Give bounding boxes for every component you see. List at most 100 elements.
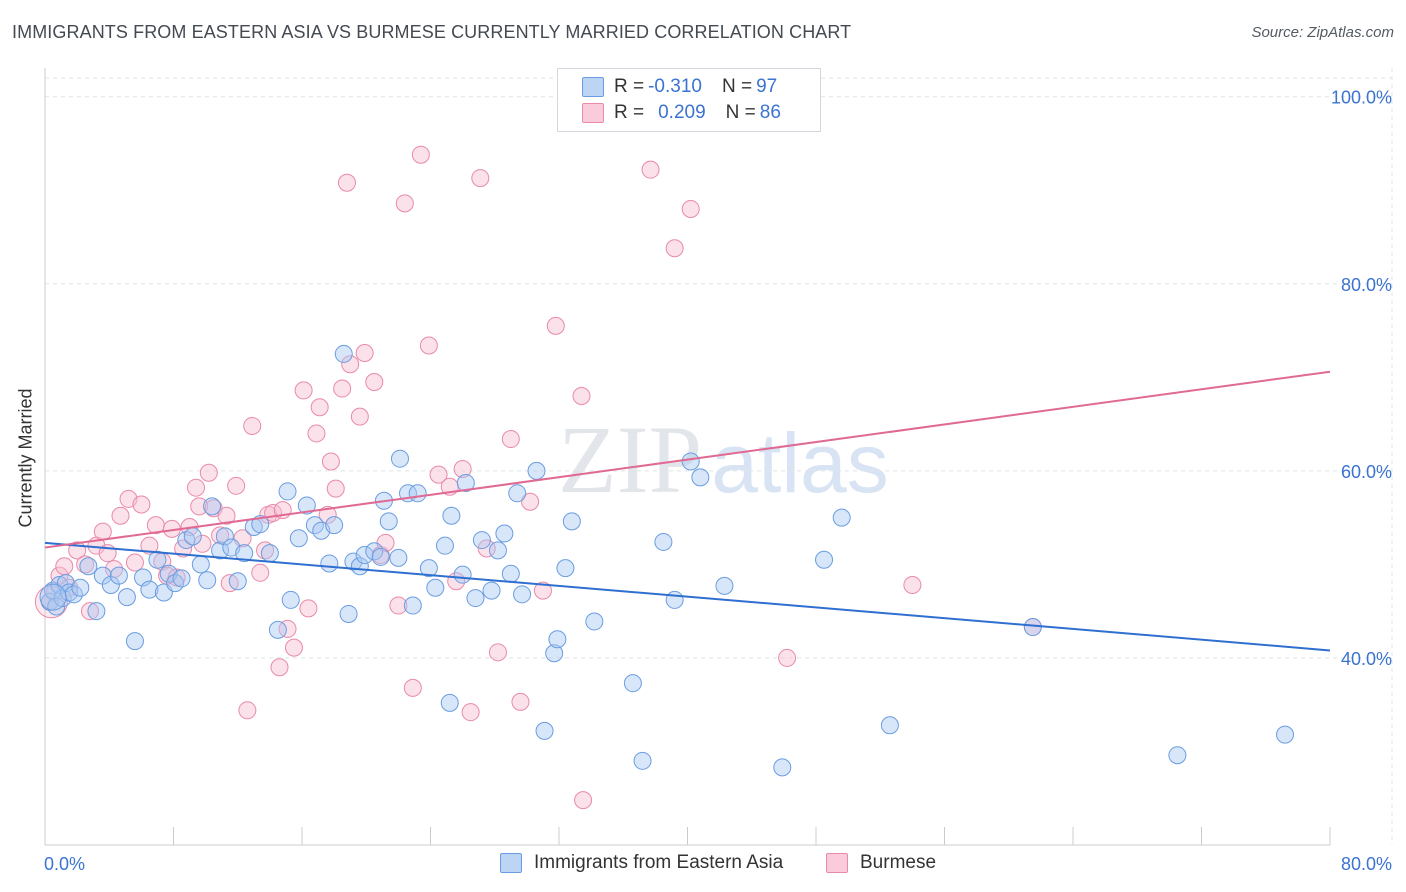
burmese-point [270, 658, 289, 677]
eastern-asia-point [495, 524, 514, 543]
series-legend-item-burmese: Burmese [826, 852, 936, 874]
eastern-asia-point [403, 596, 422, 615]
burmese-point [140, 536, 159, 555]
eastern-asia-point [109, 566, 128, 585]
eastern-asia-point [297, 496, 316, 515]
burmese-point [453, 459, 472, 478]
burmese-point [778, 648, 797, 667]
eastern-asia-point [508, 484, 527, 503]
burmese-point [511, 692, 530, 711]
eastern-asia-point [482, 581, 501, 600]
eastern-asia-point [562, 512, 581, 531]
burmese-point [278, 619, 297, 638]
burmese-point [125, 553, 144, 572]
watermark-zip: ZIP [558, 406, 702, 513]
trend-lines [44, 370, 1331, 652]
burmese-point [199, 463, 218, 482]
legend-row-blue: R = -0.310 N = 97 [582, 75, 777, 99]
eastern-asia-point [281, 590, 300, 609]
series-legend: Immigrants from Eastern Asia Burmese [0, 852, 1406, 876]
eastern-asia-point [268, 620, 287, 639]
eastern-asia-points [39, 344, 1295, 777]
eastern-asia-point [320, 554, 339, 573]
eastern-asia-point [715, 576, 734, 595]
burmese-point [50, 566, 69, 585]
legend-r-value-blue: -0.310 [648, 76, 702, 97]
eastern-asia-point [339, 604, 358, 623]
series-legend-label: Immigrants from Eastern Asia [534, 852, 784, 873]
legend-row-pink: R = 0.209 N = 86 [582, 101, 781, 125]
burmese-point [429, 465, 448, 484]
eastern-asia-point [211, 541, 230, 560]
eastern-asia-point [623, 674, 642, 693]
eastern-asia-point [633, 751, 652, 770]
legend-n-value-pink: 86 [759, 102, 781, 123]
burmese-point [521, 492, 540, 511]
eastern-asia-point [87, 602, 106, 621]
burmese-point [389, 596, 408, 615]
burmese-point [111, 506, 130, 525]
burmese-point [217, 506, 236, 525]
burmese-point [681, 199, 700, 218]
eastern-asia-point [408, 484, 427, 503]
burmese-point [350, 407, 369, 426]
burmese-point [574, 791, 593, 810]
burmese-point [256, 541, 275, 560]
eastern-asia-point [585, 612, 604, 631]
eastern-asia-point [371, 547, 390, 566]
y-tick-label: 80.0% [1341, 275, 1392, 295]
eastern-asia-point [278, 482, 297, 501]
eastern-asia-point [215, 527, 234, 546]
burmese-point [251, 563, 270, 582]
eastern-asia-point [166, 574, 185, 593]
eastern-asia-point [419, 559, 438, 578]
eastern-asia-point [71, 578, 90, 597]
burmese-point [411, 145, 430, 164]
eastern-asia-cluster-point [39, 583, 67, 611]
burmese-point [318, 505, 337, 524]
eastern-asia-point [355, 546, 374, 565]
eastern-asia-point [832, 508, 851, 527]
burmese-point [403, 678, 422, 697]
eastern-asia-point [344, 552, 363, 571]
burmese-point [501, 430, 520, 449]
eastern-asia-point [203, 497, 222, 516]
burmese-point [488, 643, 507, 662]
eastern-asia-point [235, 544, 254, 563]
burmese-point [477, 539, 496, 558]
tick-labels: 40.0% 60.0% 80.0% 100.0% 0.0% 80.0% [44, 88, 1392, 874]
burmese-point [284, 638, 303, 657]
eastern-asia-point [773, 758, 792, 777]
eastern-asia-point [289, 529, 308, 548]
eastern-asia-point [191, 555, 210, 574]
eastern-asia-point [556, 559, 575, 578]
burmese-point [341, 355, 360, 374]
legend-r-value-pink: 0.209 [658, 102, 706, 123]
eastern-asia-point [815, 550, 834, 569]
eastern-asia-point [117, 588, 136, 607]
stats-legend: R = -0.310 N = 97 R = 0.209 N = 86 [557, 68, 821, 132]
source-label: Source: ZipAtlas.com [1251, 24, 1394, 41]
legend-n-label: N = [721, 76, 753, 97]
burmese-point [186, 478, 205, 497]
eastern-asia-point [251, 515, 270, 534]
legend-r-label: R = [614, 102, 645, 123]
eastern-asia-point [442, 506, 461, 525]
eastern-asia-point [535, 721, 554, 740]
burmese-point [326, 479, 345, 498]
eastern-asia-point [654, 532, 673, 551]
burmese-point [337, 173, 356, 192]
eastern-asia-point [545, 644, 564, 663]
burmese-point [132, 495, 151, 514]
eastern-asia-point [228, 572, 247, 591]
eastern-asia-point [260, 544, 279, 563]
burmese-point [294, 381, 313, 400]
eastern-asia-point [501, 564, 520, 583]
eastern-asia-point [665, 590, 684, 609]
eastern-asia-point [1168, 746, 1187, 765]
y-axis-label: Currently Married [15, 388, 36, 528]
axes [44, 68, 1331, 846]
burmese-point [365, 372, 384, 391]
burmese-point [190, 497, 209, 516]
